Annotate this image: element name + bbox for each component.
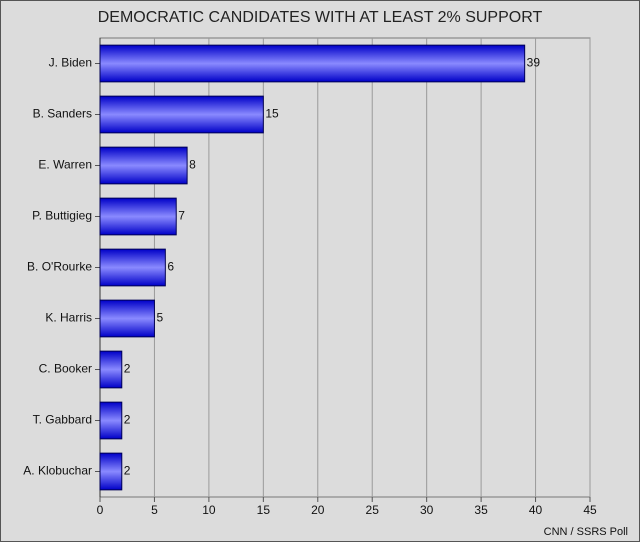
x-tick-label: 40 [529, 503, 543, 517]
x-tick-label: 25 [366, 503, 380, 517]
chart-title: DEMOCRATIC CANDIDATES WITH AT LEAST 2% S… [98, 9, 543, 26]
bar [99, 299, 155, 338]
bar [99, 197, 177, 236]
value-label: 2 [124, 413, 131, 427]
x-tick-label: 20 [311, 503, 325, 517]
x-tick-label: 45 [583, 503, 597, 517]
bar [99, 248, 166, 287]
y-tick-label: B. Sanders [33, 107, 92, 121]
y-tick-label: C. Booker [39, 362, 92, 376]
bar [99, 95, 264, 134]
value-label: 7 [178, 209, 185, 223]
y-tick-label: A. Klobuchar [23, 464, 92, 478]
x-tick-label: 30 [420, 503, 434, 517]
value-label: 39 [527, 56, 541, 70]
y-tick-label: J. Biden [49, 56, 92, 70]
x-tick-label: 5 [151, 503, 158, 517]
y-tick-label: T. Gabbard [33, 413, 92, 427]
bar [99, 452, 123, 491]
value-label: 15 [265, 107, 279, 121]
x-tick-label: 10 [202, 503, 216, 517]
value-label: 2 [124, 464, 131, 478]
bar [99, 146, 188, 185]
value-label: 2 [124, 362, 131, 376]
bar [99, 401, 123, 440]
x-tick-label: 35 [474, 503, 488, 517]
bar [99, 44, 526, 83]
bar [99, 350, 123, 389]
value-label: 5 [156, 311, 163, 325]
y-tick-label: E. Warren [38, 158, 92, 172]
y-tick-label: K. Harris [45, 311, 92, 325]
source-note: CNN / SSRS Poll [544, 526, 628, 538]
y-tick-label: B. O'Rourke [27, 260, 92, 274]
y-tick-label: P. Buttigieg [32, 209, 92, 223]
value-label: 6 [167, 260, 174, 274]
x-tick-label: 0 [97, 503, 104, 517]
value-label: 8 [189, 158, 196, 172]
x-tick-label: 15 [257, 503, 271, 517]
